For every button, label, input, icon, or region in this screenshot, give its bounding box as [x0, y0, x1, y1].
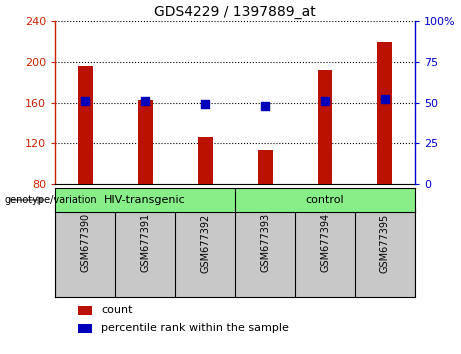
Point	[142, 98, 149, 104]
Text: GSM677391: GSM677391	[140, 213, 150, 273]
Point	[201, 102, 209, 107]
Point	[261, 103, 269, 109]
Text: HIV-transgenic: HIV-transgenic	[104, 195, 186, 205]
Bar	[258, 150, 272, 184]
Text: GSM677395: GSM677395	[380, 213, 390, 273]
Text: percentile rank within the sample: percentile rank within the sample	[101, 323, 290, 333]
Title: GDS4229 / 1397889_at: GDS4229 / 1397889_at	[154, 5, 316, 19]
Bar	[378, 41, 392, 184]
Text: count: count	[101, 306, 133, 315]
Bar	[78, 66, 93, 184]
Text: GSM677390: GSM677390	[80, 213, 90, 273]
Text: GSM677394: GSM677394	[320, 213, 330, 273]
Bar	[318, 70, 332, 184]
Text: GSM677393: GSM677393	[260, 213, 270, 273]
Point	[82, 98, 89, 104]
Text: genotype/variation: genotype/variation	[5, 195, 97, 205]
Point	[381, 97, 389, 102]
Bar	[138, 99, 153, 184]
Point	[321, 98, 329, 104]
Bar	[198, 137, 213, 184]
Text: GSM677392: GSM677392	[200, 213, 210, 273]
Text: control: control	[306, 195, 344, 205]
